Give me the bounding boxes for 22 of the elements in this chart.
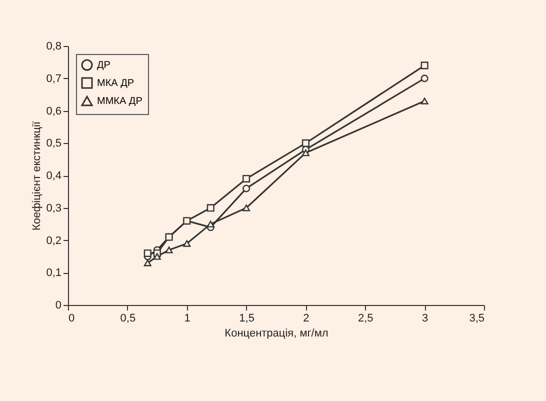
y-tick-label: 0,8 [46, 40, 62, 52]
y-tick-label: 0,4 [46, 170, 62, 182]
y-axis-title: Коефіцієнт екстинкції [31, 121, 44, 231]
x-axis-title: Концентрація, мг/мл [224, 328, 328, 340]
legend-label: МКА ДР [97, 78, 134, 89]
y-tick-label: 0,7 [46, 72, 62, 85]
y-tick-label: 0,3 [46, 202, 62, 214]
y-tick-label: 0 [55, 300, 62, 312]
x-tick-label: 0 [68, 312, 75, 324]
x-tick-label: 2 [303, 312, 310, 324]
x-tick-label: 1,5 [239, 312, 254, 324]
x-tick-label: 0,5 [120, 312, 136, 324]
x-tick-label: 3 [422, 312, 428, 324]
legend-label: ММКА ДР [97, 96, 143, 107]
y-tick-label: 0,2 [46, 234, 62, 247]
y-tick-label: 0,5 [46, 138, 62, 150]
legend-label: ДР [97, 60, 111, 71]
x-tick-label: 2,5 [358, 312, 374, 324]
y-tick-label: 0,1 [46, 267, 62, 280]
y-tick-label: 0,6 [46, 105, 62, 118]
x-tick-label: 1 [184, 312, 190, 324]
x-tick-label: 3,5 [469, 312, 484, 324]
